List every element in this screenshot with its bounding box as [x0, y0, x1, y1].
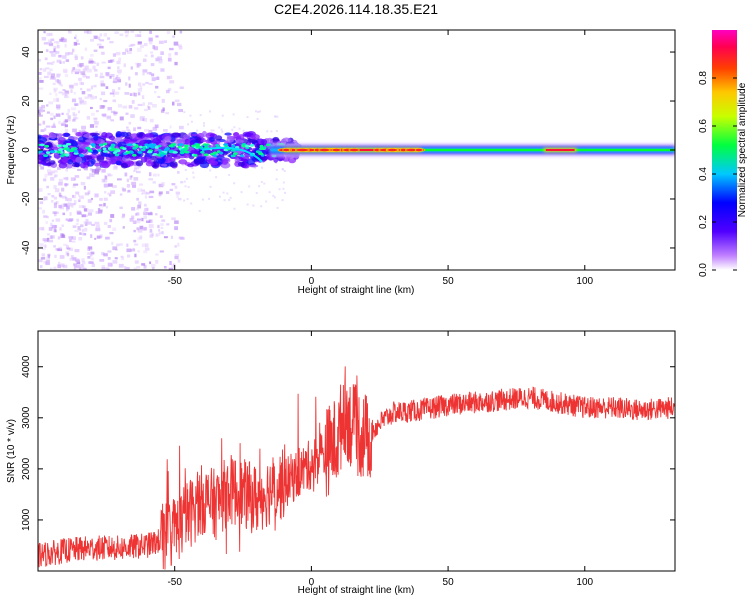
colorbar-tick-label: 0.8 — [698, 71, 709, 85]
colorbar-tick-label: 0.4 — [698, 167, 709, 181]
heatmap-x-tick-label: 50 — [443, 276, 455, 287]
snr-x-label: Height of straight line (km) — [298, 585, 415, 596]
colorbar-gradient — [712, 30, 737, 270]
heatmap-y-axis: -40 -20 0 20 40 — [21, 46, 675, 255]
heatmap-plot-area — [38, 30, 675, 270]
snr-y-label: SNR (10 * v/v) — [6, 419, 17, 483]
snr-x-tick-label: -50 — [167, 577, 182, 588]
snr-y-axis: 1000 2000 3000 4000 — [21, 355, 675, 531]
heatmap-ridge — [201, 146, 675, 163]
snr-x-tick-label: 50 — [443, 577, 455, 588]
snr-y-tick-label: 1000 — [21, 508, 32, 531]
snr-x-tick-label: 100 — [576, 577, 593, 588]
heatmap-x-axis: -50 0 50 100 — [167, 30, 594, 287]
heatmap-x-tick-label: 100 — [576, 276, 593, 287]
heatmap-x-tick-label: 0 — [309, 276, 315, 287]
snr-y-tick-label: 3000 — [21, 406, 32, 429]
page-title: C2E4.2026.114.18.35.E21 — [274, 1, 438, 17]
snr-y-tick-label: 2000 — [21, 457, 32, 480]
snr-y-tick-label: 4000 — [21, 355, 32, 378]
heatmap-y-tick-label: 20 — [21, 95, 32, 107]
snr-x-axis: -50 0 50 100 — [167, 331, 594, 588]
snr-series-line — [38, 366, 675, 570]
colorbar: 0.0 0.2 0.4 0.6 0.8 Normalized spectral ampl… — [698, 30, 748, 277]
heatmap-x-label: Height of straight line (km) — [298, 285, 415, 296]
heatmap-y-tick-label: 40 — [21, 46, 32, 58]
snr-x-tick-label: 0 — [309, 577, 315, 588]
colorbar-label: Normalized spectral amplitude — [737, 82, 748, 217]
heatmap-x-tick-label: -50 — [167, 276, 182, 287]
colorbar-tick-label: 0.2 — [698, 215, 709, 229]
snr-frame — [37, 330, 676, 572]
heatmap-y-label: Frequency (Hz) — [6, 116, 17, 185]
heatmap-y-tick-label: 0 — [21, 147, 32, 153]
colorbar-tick-label: 0.0 — [698, 263, 709, 277]
heatmap-chart: -50 0 50 100 -40 -20 0 20 40 Height of straight… — [6, 29, 676, 296]
colorbar-ticks: 0.0 0.2 0.4 0.6 0.8 — [698, 71, 737, 277]
colorbar-tick-label: 0.6 — [698, 119, 709, 133]
heatmap-y-tick-label: -40 — [21, 240, 32, 255]
snr-chart: -50 0 50 100 1000 2000 3000 4000 Height of str… — [6, 330, 676, 596]
heatmap-y-tick-label: -20 — [21, 191, 32, 206]
